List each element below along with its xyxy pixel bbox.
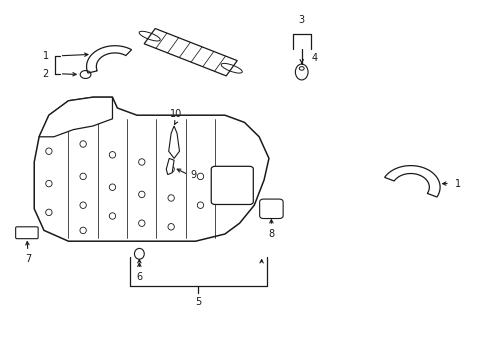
Text: 10: 10 bbox=[169, 109, 182, 119]
Polygon shape bbox=[166, 158, 174, 175]
Text: 6: 6 bbox=[136, 272, 142, 282]
Text: 3: 3 bbox=[298, 15, 304, 25]
Text: 7: 7 bbox=[25, 254, 31, 264]
Text: 1: 1 bbox=[42, 51, 49, 61]
FancyBboxPatch shape bbox=[16, 227, 38, 239]
Text: 9: 9 bbox=[190, 170, 197, 180]
FancyBboxPatch shape bbox=[259, 199, 283, 219]
Polygon shape bbox=[86, 46, 131, 73]
Polygon shape bbox=[34, 97, 268, 241]
Polygon shape bbox=[168, 126, 179, 158]
FancyBboxPatch shape bbox=[211, 166, 253, 204]
Text: 5: 5 bbox=[195, 297, 201, 307]
Text: 8: 8 bbox=[268, 229, 274, 239]
Text: 1: 1 bbox=[454, 179, 460, 189]
Polygon shape bbox=[39, 97, 112, 137]
Polygon shape bbox=[144, 28, 237, 76]
Text: 2: 2 bbox=[42, 69, 49, 79]
Polygon shape bbox=[384, 166, 439, 197]
Text: 4: 4 bbox=[311, 53, 318, 63]
